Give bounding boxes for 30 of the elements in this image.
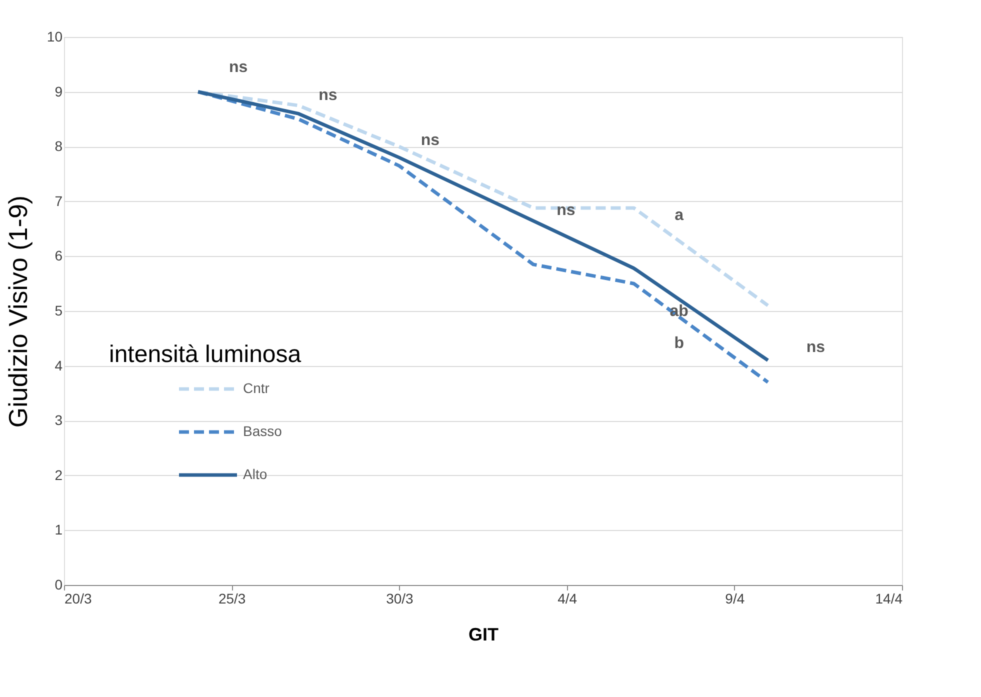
- x-tick-label: 25/3: [218, 590, 246, 606]
- annotation: b: [674, 334, 684, 352]
- annotation: ns: [556, 202, 576, 220]
- x-tick-label: 14/4: [875, 590, 903, 606]
- annotation: ns: [420, 132, 440, 150]
- y-tick-label: 8: [54, 138, 63, 154]
- annotation: ns: [806, 339, 826, 356]
- y-tick-label: 7: [54, 192, 63, 209]
- x-tick-label: 20/3: [64, 590, 92, 606]
- y-tick-label: 3: [54, 412, 63, 428]
- legend-label: Basso: [243, 423, 282, 439]
- annotation: a: [674, 207, 684, 224]
- y-tick-label: 4: [54, 357, 63, 374]
- x-tick-label: 4/4: [558, 590, 578, 606]
- x-tick-label: 30/3: [386, 590, 414, 606]
- legend-title: intensità luminosa: [109, 341, 302, 368]
- y-tick-label: 10: [46, 28, 63, 44]
- annotation: ns: [318, 87, 338, 104]
- y-tick-label: 2: [54, 466, 63, 483]
- legend-label: Cntr: [243, 380, 270, 396]
- y-tick-label: 1: [54, 522, 63, 538]
- annotation: ns: [228, 59, 248, 76]
- x-tick-label: 9/4: [725, 590, 745, 606]
- y-tick-label: 9: [54, 83, 63, 100]
- y-tick-label: 6: [54, 248, 63, 264]
- y-tick-label: 5: [54, 302, 63, 318]
- y-tick-label: 0: [54, 576, 63, 592]
- legend-label: Alto: [243, 466, 268, 482]
- x-axis-title: GIT: [468, 624, 498, 644]
- y-axis-title: Giudizio Visivo (1-9): [2, 195, 33, 428]
